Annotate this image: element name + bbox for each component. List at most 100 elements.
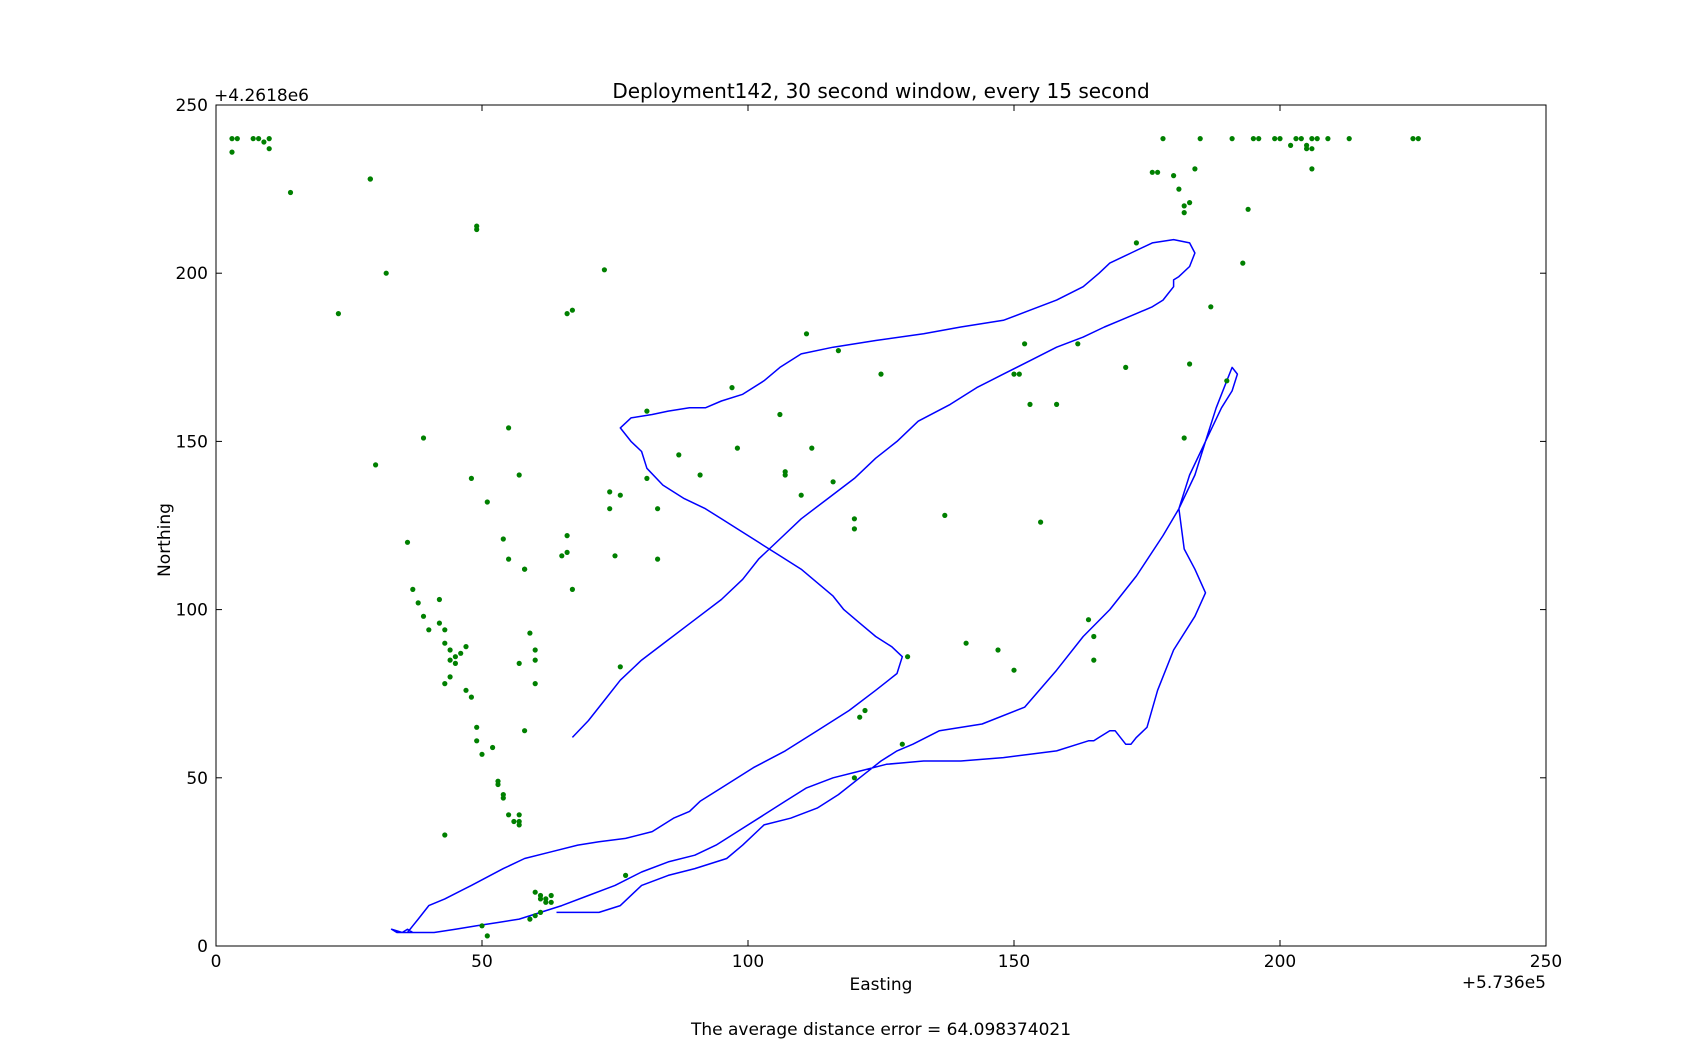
estimate-point bbox=[1250, 136, 1256, 142]
estimate-point bbox=[1240, 260, 1246, 266]
y-axis-label: Northing bbox=[155, 503, 175, 577]
y-tick-label: 50 bbox=[186, 769, 208, 789]
estimate-point bbox=[420, 435, 427, 441]
estimate-point bbox=[532, 889, 538, 895]
estimate-point bbox=[1133, 240, 1139, 246]
estimate-point bbox=[426, 627, 432, 633]
estimate-point bbox=[532, 647, 538, 653]
estimate-point bbox=[484, 933, 490, 939]
estimate-point bbox=[857, 714, 863, 720]
estimate-point bbox=[644, 475, 650, 481]
estimate-point bbox=[697, 472, 703, 478]
estimate-point bbox=[436, 620, 442, 626]
estimate-point bbox=[878, 371, 884, 377]
estimate-point bbox=[1181, 435, 1187, 441]
gps-track-line bbox=[390, 238, 1239, 934]
estimate-point bbox=[1346, 136, 1352, 142]
estimate-point bbox=[516, 472, 522, 478]
estimate-point bbox=[484, 499, 490, 505]
estimate-point bbox=[655, 556, 661, 562]
estimate-point bbox=[527, 916, 533, 922]
estimate-point bbox=[463, 644, 469, 650]
estimate-point bbox=[442, 640, 448, 646]
estimate-point bbox=[490, 744, 496, 751]
x-tick-label: 100 bbox=[732, 952, 764, 972]
estimate-point bbox=[851, 516, 858, 522]
estimate-point bbox=[1229, 136, 1235, 142]
estimate-point bbox=[1277, 136, 1283, 142]
estimate-point bbox=[479, 751, 485, 757]
estimate-point bbox=[543, 896, 549, 902]
estimate-point bbox=[474, 738, 480, 744]
estimate-point bbox=[532, 681, 538, 687]
estimate-point bbox=[474, 724, 480, 730]
estimate-point bbox=[229, 136, 235, 142]
estimate-point bbox=[452, 660, 458, 667]
estimate-point bbox=[601, 267, 608, 273]
estimate-point bbox=[1272, 136, 1278, 142]
estimate-point bbox=[617, 492, 623, 498]
estimate-point bbox=[410, 586, 416, 593]
estimate-point bbox=[809, 445, 815, 451]
estimate-point bbox=[548, 899, 554, 905]
estimate-point bbox=[617, 664, 623, 670]
estimate-point bbox=[532, 657, 538, 663]
estimate-point bbox=[506, 425, 512, 431]
estimate-point bbox=[1298, 136, 1304, 142]
estimate-point bbox=[1304, 142, 1310, 148]
estimate-point bbox=[612, 553, 618, 559]
estimate-point bbox=[564, 311, 570, 317]
estimate-point bbox=[373, 462, 379, 468]
estimate-point bbox=[420, 613, 427, 619]
estimate-point bbox=[734, 445, 741, 451]
x-tick-label: 150 bbox=[998, 952, 1030, 972]
estimate-point bbox=[442, 681, 448, 687]
x-tick-label: 50 bbox=[471, 952, 493, 972]
estimate-point bbox=[835, 348, 842, 354]
y-tick-label: 150 bbox=[176, 432, 208, 452]
estimate-point bbox=[777, 411, 783, 418]
y-tick-label: 250 bbox=[176, 96, 208, 116]
y-offset-label: +4.2618e6 bbox=[214, 86, 309, 106]
estimate-point bbox=[905, 654, 911, 660]
estimate-point bbox=[1091, 657, 1097, 663]
estimate-point bbox=[559, 553, 565, 559]
estimate-point bbox=[447, 674, 453, 680]
estimate-point bbox=[798, 492, 804, 498]
x-tick-label: 0 bbox=[211, 952, 222, 972]
estimate-point bbox=[1038, 519, 1044, 525]
estimate-point bbox=[1022, 341, 1028, 347]
estimate-point bbox=[266, 146, 272, 152]
estimate-point bbox=[1123, 364, 1129, 370]
estimate-point bbox=[963, 640, 969, 646]
estimate-point bbox=[1192, 166, 1198, 172]
estimate-point bbox=[495, 778, 501, 784]
estimate-point bbox=[1309, 166, 1315, 172]
estimate-point bbox=[1075, 341, 1081, 347]
axis-ticks: 0 50 100 150 200 250 0 50 100 150 200 250 bbox=[176, 96, 1563, 972]
estimate-point bbox=[442, 832, 448, 838]
estimate-point bbox=[537, 896, 544, 902]
estimate-point bbox=[479, 923, 485, 929]
estimate-point bbox=[1288, 142, 1294, 148]
estimate-point bbox=[564, 549, 570, 556]
x-tick-label: 250 bbox=[1530, 952, 1562, 972]
estimate-point bbox=[782, 472, 788, 478]
estimate-point bbox=[569, 586, 576, 593]
estimate-point bbox=[1415, 136, 1421, 142]
estimate-point bbox=[1309, 146, 1315, 152]
estimate-point bbox=[995, 647, 1001, 653]
estimate-point bbox=[1410, 136, 1416, 142]
estimate-point bbox=[830, 479, 836, 485]
x-offset-label: +5.736e5 bbox=[1462, 973, 1546, 993]
estimate-point bbox=[404, 539, 411, 545]
estimate-point bbox=[1171, 173, 1177, 179]
estimate-point bbox=[1208, 304, 1214, 310]
x-tick-label: 200 bbox=[1264, 952, 1296, 972]
estimate-point bbox=[229, 149, 235, 155]
estimate-point bbox=[644, 408, 650, 414]
estimate-point bbox=[447, 647, 453, 653]
estimate-point bbox=[335, 311, 341, 317]
estimate-point bbox=[250, 136, 256, 142]
